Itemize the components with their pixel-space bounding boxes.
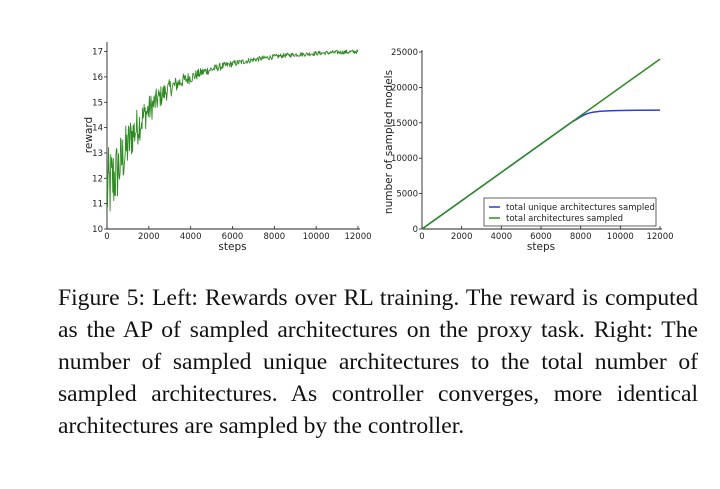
x-tick-label: 10000 bbox=[303, 232, 330, 242]
y-tick-label: 15 bbox=[92, 98, 103, 108]
y-tick-label: 10 bbox=[92, 225, 103, 235]
x-tick-label: 2000 bbox=[451, 232, 473, 242]
x-axis-label: steps bbox=[218, 241, 246, 253]
y-tick-label: 14 bbox=[92, 124, 103, 134]
y-tick-label: 12 bbox=[92, 174, 103, 184]
y-tick-label: 10000 bbox=[391, 154, 418, 164]
y-tick-label: 5000 bbox=[396, 190, 418, 200]
legend-label: total architectures sampled bbox=[506, 214, 623, 224]
sampled-models-chart: 0 2000 4000 6000 8000 10000 12000 0 5000 10000 150… bbox=[383, 48, 674, 253]
y-tick-label: 13 bbox=[92, 149, 103, 159]
figure: 0 2000 4000 6000 8000 10000 12000 10 11 12 13 14 15 1… bbox=[83, 42, 674, 253]
legend-label: total unique architectures sampled bbox=[506, 203, 655, 213]
x-tick-label: 4000 bbox=[491, 232, 513, 242]
x-tick-label: 2000 bbox=[138, 232, 160, 242]
series-line bbox=[106, 49, 359, 212]
x-tick-label: 12000 bbox=[344, 232, 371, 242]
reward-chart: 0 2000 4000 6000 8000 10000 12000 10 11 12 13 14 15 1… bbox=[83, 42, 372, 253]
x-tick-label: 10000 bbox=[607, 232, 634, 242]
y-tick-label: 16 bbox=[92, 73, 103, 83]
x-tick-label: 8000 bbox=[570, 232, 592, 242]
x-tick-label: 12000 bbox=[646, 232, 673, 242]
series-line bbox=[421, 58, 661, 230]
y-tick-label: 25000 bbox=[391, 48, 418, 58]
y-tick-label: 20000 bbox=[391, 83, 418, 93]
y-tick-label: 17 bbox=[92, 48, 103, 58]
x-tick-label: 6000 bbox=[530, 232, 552, 242]
x-tick-label: 6000 bbox=[222, 232, 244, 242]
y-tick-label: 11 bbox=[92, 200, 103, 210]
y-tick-label: 15000 bbox=[391, 119, 418, 129]
legend-box bbox=[483, 197, 657, 227]
figure-caption: Figure 5: Left: Rewards over RL training… bbox=[58, 285, 698, 439]
x-tick-label: 8000 bbox=[264, 232, 286, 242]
x-tick-label: 4000 bbox=[180, 232, 202, 242]
y-tick-label: 0 bbox=[413, 225, 418, 235]
y-axis-label: reward bbox=[83, 117, 95, 153]
y-axis-label: number of sampled models bbox=[383, 70, 395, 214]
x-tick-label: 0 bbox=[104, 232, 109, 242]
x-axis-label: steps bbox=[527, 241, 555, 253]
x-tick-label: 0 bbox=[419, 232, 424, 242]
